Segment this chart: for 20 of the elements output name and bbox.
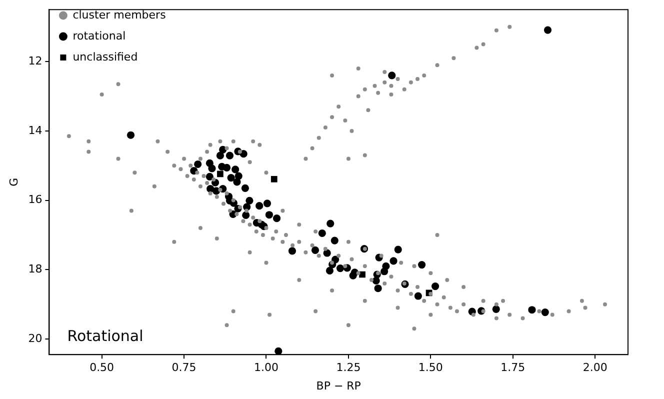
y-axis-title: G [7, 178, 20, 186]
x-tick-label: 1.75 [500, 361, 526, 374]
y-tick-label: 14 [28, 124, 42, 137]
y-tick-label: 20 [28, 332, 42, 345]
y-tick-label: 18 [28, 262, 42, 276]
annotation: Rotational [67, 326, 144, 345]
x-tick-label: 0.75 [172, 361, 196, 374]
x-tick-label: 1.50 [418, 361, 443, 374]
x-tick-label: 0.50 [90, 361, 114, 374]
x-tick-label: 1.25 [336, 361, 361, 374]
point [270, 176, 278, 182]
x-axis-title: BP − RP [316, 379, 362, 392]
x-tick-label: 2.00 [582, 361, 608, 374]
legend-label: cluster members [72, 8, 166, 22]
legend-label: rotational [72, 29, 126, 42]
point [217, 170, 224, 178]
y-tick-label: 16 [28, 193, 42, 206]
y-tick-label: 12 [28, 54, 42, 68]
legend-label: unclassified [72, 50, 138, 64]
x-tick-label: 1.00 [254, 361, 278, 374]
